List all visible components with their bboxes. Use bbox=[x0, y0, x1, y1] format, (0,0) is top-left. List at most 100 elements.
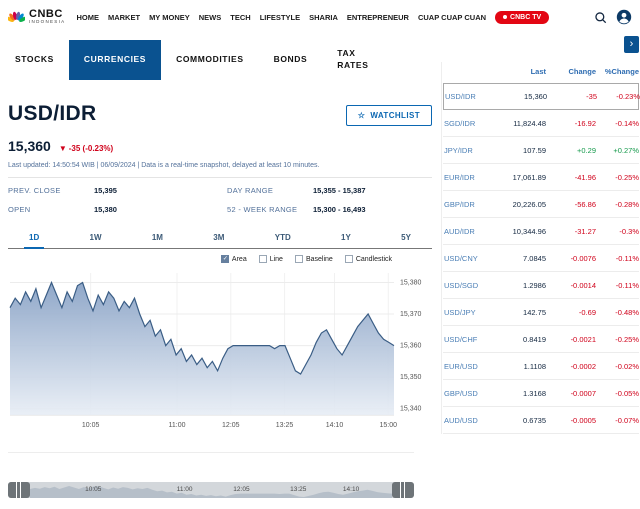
pct-change-value: -0.07% bbox=[615, 415, 639, 425]
table-row-usd-chf[interactable]: USD/CHF 0.8419 -0.0021 -0.25% bbox=[443, 326, 639, 353]
nav-item-entrepreneur[interactable]: ENTREPRENEUR bbox=[346, 12, 409, 22]
pair-link[interactable]: USD/CNY bbox=[444, 253, 478, 263]
checkbox-candlestick-icon[interactable] bbox=[344, 255, 353, 263]
chart-type-label: Baseline bbox=[305, 255, 333, 263]
price-chart-svg: 10:05 11:00 12:05 13:25 14:10 15:00 15,340 15,3… bbox=[9, 273, 422, 429]
range-tab-1w[interactable]: 1W bbox=[89, 233, 102, 242]
change-value: -0.0005 bbox=[570, 415, 596, 425]
quote-panel: USD/IDR ☆ WATCHLIST 15,360 ▼ -35 (-0.23%… bbox=[0, 94, 440, 441]
pair-link[interactable]: USD/SGD bbox=[444, 280, 479, 290]
user-avatar-icon[interactable] bbox=[616, 9, 632, 25]
x-tick-label: 12:05 bbox=[222, 422, 240, 429]
table-row-eur-usd[interactable]: EUR/USD 1.1108 -0.0002 -0.02% bbox=[443, 353, 639, 380]
change-value: -0.0014 bbox=[570, 280, 596, 290]
last-value: 17,061.89 bbox=[512, 172, 546, 182]
pair-link[interactable]: SGD/IDR bbox=[444, 118, 476, 128]
pair-link[interactable]: GBP/USD bbox=[444, 388, 478, 398]
table-row-usd-idr[interactable]: USD/IDR 15,360 -35 -0.23% bbox=[443, 83, 640, 110]
nav-item-sharia[interactable]: SHARIA bbox=[309, 12, 338, 22]
y-tick-label: 15,360 bbox=[400, 343, 422, 350]
stat-value: 15,355 - 15,387 bbox=[313, 186, 366, 195]
logo-brand: CNBC bbox=[29, 8, 63, 21]
pair-link[interactable]: GBP/IDR bbox=[444, 199, 475, 209]
change-value: -0.0002 bbox=[570, 361, 596, 371]
table-row-usd-sgd[interactable]: USD/SGD 1.2986 -0.0014 -0.11% bbox=[443, 272, 639, 299]
checkbox-baseline-icon[interactable] bbox=[294, 255, 303, 263]
nav-item-lifestyle[interactable]: LIFESTYLE bbox=[259, 12, 301, 22]
pct-change-value: -0.28% bbox=[615, 199, 639, 209]
watchlist-button[interactable]: ☆ WATCHLIST bbox=[345, 105, 432, 126]
cnbc-tv-label: CNBC TV bbox=[510, 13, 542, 21]
cnbc-tv-button[interactable]: CNBC TV bbox=[495, 10, 550, 24]
pair-link[interactable]: JPY/IDR bbox=[444, 145, 473, 155]
table-row-usd-cny[interactable]: USD/CNY 7.0845 -0.0076 -0.11% bbox=[443, 245, 639, 272]
nav-item-news[interactable]: NEWS bbox=[198, 12, 222, 22]
pct-change-value: +0.27% bbox=[613, 145, 639, 155]
table-row-gbp-idr[interactable]: GBP/IDR 20,226.05 -56.86 -0.28% bbox=[443, 191, 639, 218]
last-value: 10,344.96 bbox=[512, 226, 546, 236]
pct-change-value: -0.25% bbox=[615, 334, 639, 344]
pct-change-value: -0.02% bbox=[615, 361, 639, 371]
range-tab-ytd[interactable]: YTD bbox=[274, 233, 291, 242]
range-tab-1y[interactable]: 1Y bbox=[341, 233, 351, 242]
range-tab-3m[interactable]: 3M bbox=[213, 233, 225, 242]
nav-item-market[interactable]: MARKET bbox=[107, 12, 141, 22]
tab-currencies[interactable]: CURRENCIES bbox=[68, 40, 162, 80]
chart-type-baseline[interactable]: Baseline bbox=[294, 255, 333, 263]
cnbc-logo[interactable]: CNBC INDONESIA bbox=[8, 9, 65, 25]
pair-link[interactable]: AUD/USD bbox=[444, 415, 478, 425]
change-value: -35 bbox=[586, 92, 597, 101]
search-icon[interactable] bbox=[594, 11, 607, 24]
range-tab-5y[interactable]: 5Y bbox=[401, 233, 411, 242]
pair-link[interactable]: EUR/IDR bbox=[444, 172, 475, 182]
pair-link[interactable]: USD/CHF bbox=[444, 334, 478, 344]
stat-day-range: DAY RANGE 15,355 - 15,387 bbox=[227, 181, 432, 200]
table-row-aud-idr[interactable]: AUD/IDR 10,344.96 -31.27 -0.3% bbox=[443, 218, 639, 245]
table-row-sgd-idr[interactable]: SGD/IDR 11,824.48 -16.92 -0.14% bbox=[443, 110, 639, 137]
chart-navigator[interactable]: 10:05 11:00 12:05 13:25 14:10 bbox=[8, 482, 414, 498]
pair-link[interactable]: EUR/USD bbox=[444, 361, 478, 371]
table-row-gbp-usd[interactable]: GBP/USD 1.3168 -0.0007 -0.05% bbox=[443, 380, 639, 407]
col-header-change[interactable]: Change bbox=[568, 67, 596, 76]
range-tab-1m[interactable]: 1M bbox=[151, 233, 163, 242]
col-header-change[interactable]: %Change bbox=[604, 67, 639, 76]
last-value: 15,360 bbox=[524, 92, 547, 101]
tab-bonds[interactable]: BONDS bbox=[273, 54, 308, 65]
pct-change-value: -0.14% bbox=[615, 118, 639, 128]
col-header-last[interactable]: Last bbox=[530, 67, 546, 76]
chart-type-candlestick[interactable]: Candlestick bbox=[344, 255, 392, 263]
pair-link[interactable]: USD/IDR bbox=[445, 92, 476, 101]
checkbox-area-icon[interactable] bbox=[220, 255, 229, 263]
last-updated-text: Last updated: 14:50:54 WIB | 06/09/2024 … bbox=[8, 162, 320, 169]
chart-type-area[interactable]: Area bbox=[220, 255, 247, 263]
tab-commodities[interactable]: COMMODITIES bbox=[176, 54, 244, 65]
nav-item-home[interactable]: HOME bbox=[76, 12, 99, 22]
pct-change-value: -0.11% bbox=[615, 253, 639, 263]
pct-change-value: -0.11% bbox=[615, 280, 639, 290]
table-scroll-button[interactable]: › bbox=[624, 36, 639, 53]
navigator-right-handle[interactable] bbox=[392, 482, 414, 498]
stat-label: PREV. CLOSE bbox=[8, 186, 61, 195]
pair-link[interactable]: AUD/IDR bbox=[444, 226, 475, 236]
table-row-eur-idr[interactable]: EUR/IDR 17,061.89 -41.96 -0.25% bbox=[443, 164, 639, 191]
nav-item-tech[interactable]: TECH bbox=[230, 12, 251, 22]
chart-type-line[interactable]: Line bbox=[258, 255, 283, 263]
tab-stocks[interactable]: STOCKS bbox=[15, 54, 54, 65]
x-tick-label: 14:10 bbox=[326, 422, 344, 429]
area-series bbox=[10, 282, 394, 415]
last-value: 0.6735 bbox=[523, 415, 546, 425]
navigator-left-handle[interactable] bbox=[8, 482, 30, 498]
table-row-usd-jpy[interactable]: USD/JPY 142.75 -0.69 -0.48% bbox=[443, 299, 639, 326]
tab-tax-rates[interactable]: TAX RATES bbox=[337, 48, 369, 70]
last-value: 11,824.48 bbox=[513, 118, 546, 128]
price-chart[interactable]: 10:05 11:00 12:05 13:25 14:10 15:00 15,340 15,3… bbox=[8, 265, 432, 441]
checkbox-line-icon[interactable] bbox=[258, 255, 267, 263]
range-tab-1d[interactable]: 1D bbox=[24, 227, 45, 249]
nav-item-my-money[interactable]: MY MONEY bbox=[149, 12, 190, 22]
x-tick-label: 13:25 bbox=[276, 422, 294, 429]
pct-change-value: -0.23% bbox=[616, 92, 640, 101]
table-row-aud-usd[interactable]: AUD/USD 0.6735 -0.0005 -0.07% bbox=[443, 407, 639, 434]
pair-link[interactable]: USD/JPY bbox=[444, 307, 476, 317]
table-row-jpy-idr[interactable]: JPY/IDR 107.59 +0.29 +0.27% bbox=[443, 137, 639, 164]
nav-item-cuap-cuap-cuan[interactable]: CUAP CUAP CUAN bbox=[417, 12, 487, 22]
